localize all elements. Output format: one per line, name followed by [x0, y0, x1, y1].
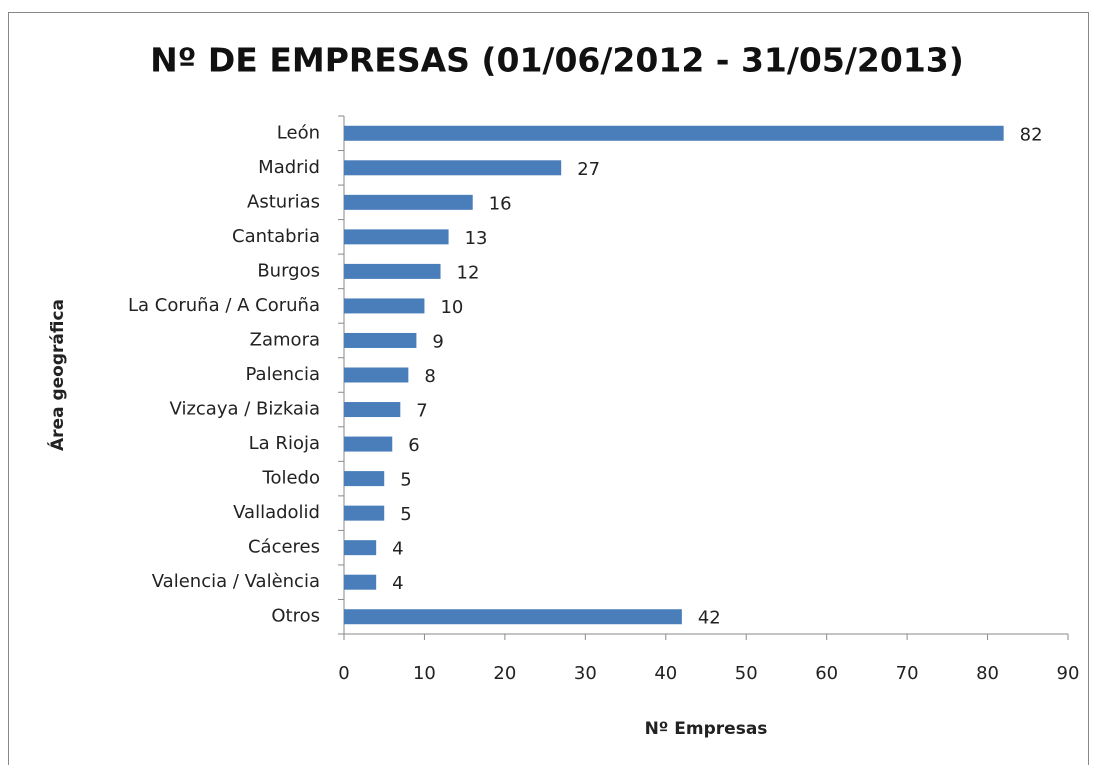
bar [344, 367, 409, 383]
x-tick-label: 20 [493, 663, 516, 684]
bar [344, 298, 425, 314]
y-tick-label: Zamora [250, 329, 320, 350]
y-tick-label: Valencia / València [152, 571, 320, 592]
y-axis-label: Área geográfica [46, 299, 68, 451]
bar [344, 540, 377, 556]
y-tick-label: Madrid [258, 157, 320, 178]
data-label: 4 [392, 539, 403, 560]
bar [344, 160, 562, 176]
x-tick-label: 60 [815, 663, 838, 684]
data-label: 42 [698, 608, 721, 629]
y-tick-label: Vizcaya / Bizkaia [170, 399, 320, 420]
chart-frame [8, 12, 1089, 765]
bar [344, 574, 377, 590]
bar [344, 471, 385, 487]
data-label: 82 [1020, 124, 1043, 145]
bar [344, 609, 682, 625]
data-label: 4 [392, 573, 403, 594]
x-tick-label: 50 [735, 663, 758, 684]
x-axis-label: Nº Empresas [645, 719, 768, 739]
x-tick-label: 40 [654, 663, 677, 684]
data-label: 9 [432, 331, 443, 352]
data-label: 8 [424, 366, 435, 387]
bar [344, 332, 417, 348]
x-tick-label: 80 [976, 663, 999, 684]
x-tick-label: 10 [413, 663, 436, 684]
data-label: 16 [489, 193, 512, 214]
bar [344, 194, 473, 210]
y-tick-label: La Rioja [249, 433, 320, 454]
x-tick-label: 70 [896, 663, 919, 684]
y-tick-label: Cáceres [248, 537, 320, 558]
data-label: 10 [440, 297, 463, 318]
y-tick-label: Palencia [246, 364, 321, 385]
data-label: 5 [400, 504, 411, 525]
x-tick-label: 90 [1057, 663, 1080, 684]
y-tick-label: Valladolid [233, 502, 320, 523]
x-tick-label: 30 [574, 663, 597, 684]
data-label: 6 [408, 435, 419, 456]
bar [344, 505, 385, 521]
chart-title: Nº DE EMPRESAS (01/06/2012 - 31/05/2013) [150, 41, 964, 80]
y-tick-label: Cantabria [232, 226, 320, 247]
y-tick-label: Burgos [257, 260, 320, 281]
y-tick-label: León [277, 122, 320, 143]
x-tick-label: 0 [338, 663, 349, 684]
y-tick-label: Otros [271, 606, 320, 627]
y-tick-label: Toledo [262, 468, 320, 489]
bar [344, 402, 401, 418]
bar [344, 125, 1004, 141]
bar [344, 436, 393, 452]
bar [344, 229, 449, 245]
data-label: 13 [465, 228, 488, 249]
data-label: 7 [416, 401, 427, 422]
y-tick-label: La Coruña / A Coruña [128, 295, 320, 316]
bar [344, 263, 441, 279]
data-label: 27 [577, 159, 600, 180]
data-label: 5 [400, 470, 411, 491]
data-label: 12 [457, 262, 480, 283]
y-tick-label: Asturias [247, 191, 320, 212]
